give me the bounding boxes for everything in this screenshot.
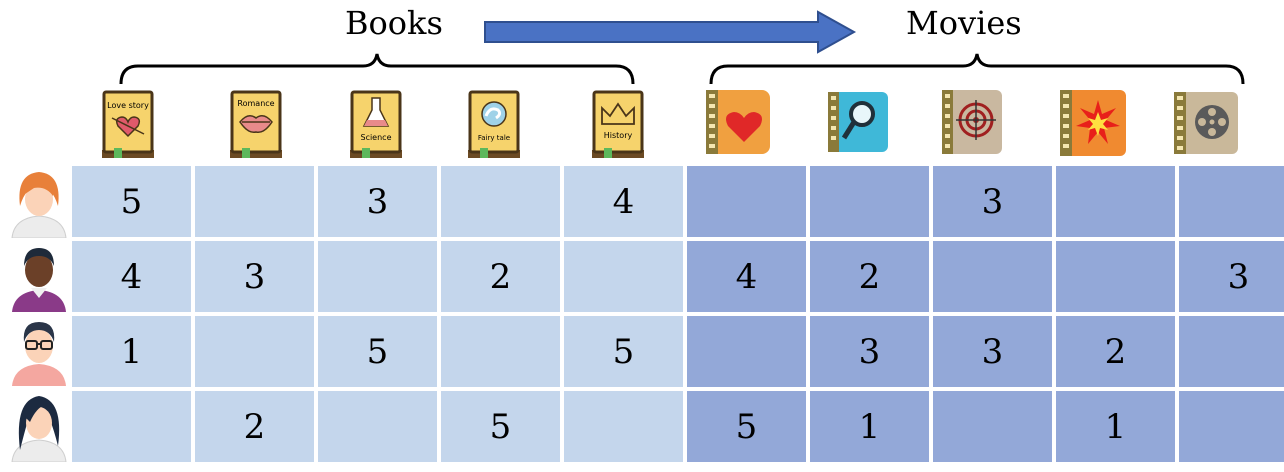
movie-explosion-icon [1060,90,1126,156]
rating-cell-r3-c4 [441,316,560,387]
rating-cell-r3-c2 [195,316,314,387]
book-science-icon: Science [350,90,402,158]
rating-cell-r2-c10: 3 [1179,241,1284,312]
rating-cell-r4-c9: 1 [1056,391,1175,462]
rating-cell-r1-c9 [1056,166,1175,237]
rating-cell-r4-c7: 1 [810,391,929,462]
rating-cell-r2-c5 [564,241,683,312]
movie-mystery-magnifier-icon [828,92,888,152]
rating-cell-r1-c3: 3 [318,166,437,237]
book-label-history: History [604,131,633,140]
user-4-avatar [11,396,67,462]
rating-cell-r4-c3 [318,391,437,462]
rating-cell-r1-c8: 3 [933,166,1052,237]
book-history-icon: History [592,90,644,158]
rating-cell-r3-c5: 5 [564,316,683,387]
book-label-science: Science [360,133,391,142]
rating-cell-r2-c6: 4 [687,241,806,312]
rating-cell-r2-c7: 2 [810,241,929,312]
rating-cell-r1-c7 [810,166,929,237]
rating-cell-r1-c6 [687,166,806,237]
book-label-romance: Romance [237,99,274,108]
rating-cell-r4-c6: 5 [687,391,806,462]
rating-cell-r2-c4: 2 [441,241,560,312]
book-label-love-story: Love story [107,101,149,110]
rating-cell-r4-c10 [1179,391,1284,462]
user-3-avatar [12,322,66,386]
rating-cell-r1-c1: 5 [72,166,191,237]
rating-cell-r2-c1: 4 [72,241,191,312]
transfer-arrow-icon [484,10,857,54]
book-love-story-icon: Love story [102,90,154,158]
books-brace [119,53,635,85]
rating-cell-r3-c9: 2 [1056,316,1175,387]
rating-cell-r2-c8 [933,241,1052,312]
rating-cell-r2-c3 [318,241,437,312]
movies-header: Movies [906,4,1022,42]
rating-cell-r3-c3: 5 [318,316,437,387]
movie-action-target-icon [942,90,1002,154]
user-2-avatar [12,248,66,312]
user-1-avatar [11,172,67,238]
rating-cell-r4-c4: 5 [441,391,560,462]
rating-cell-r3-c1: 1 [72,316,191,387]
rating-cell-r3-c7: 3 [810,316,929,387]
book-fairy-tale-icon: Fairy tale [468,90,520,158]
rating-cell-r4-c1 [72,391,191,462]
rating-cell-r4-c8 [933,391,1052,462]
rating-cell-r1-c4 [441,166,560,237]
book-label-fairy-tale: Fairy tale [478,134,510,142]
books-header: Books [345,4,443,42]
rating-cell-r1-c2 [195,166,314,237]
rating-cell-r2-c9 [1056,241,1175,312]
rating-cell-r4-c5 [564,391,683,462]
rating-cell-r4-c2: 2 [195,391,314,462]
rating-cell-r3-c8: 3 [933,316,1052,387]
rating-cell-r1-c5: 4 [564,166,683,237]
rating-cell-r2-c2: 3 [195,241,314,312]
movie-romance-heart-icon [706,90,770,154]
movie-film-reel-icon [1174,92,1238,154]
rating-cell-r3-c6 [687,316,806,387]
rating-cell-r3-c10 [1179,316,1284,387]
movies-brace [709,53,1245,85]
book-romance-icon: Romance [230,90,282,158]
rating-cell-r1-c10 [1179,166,1284,237]
